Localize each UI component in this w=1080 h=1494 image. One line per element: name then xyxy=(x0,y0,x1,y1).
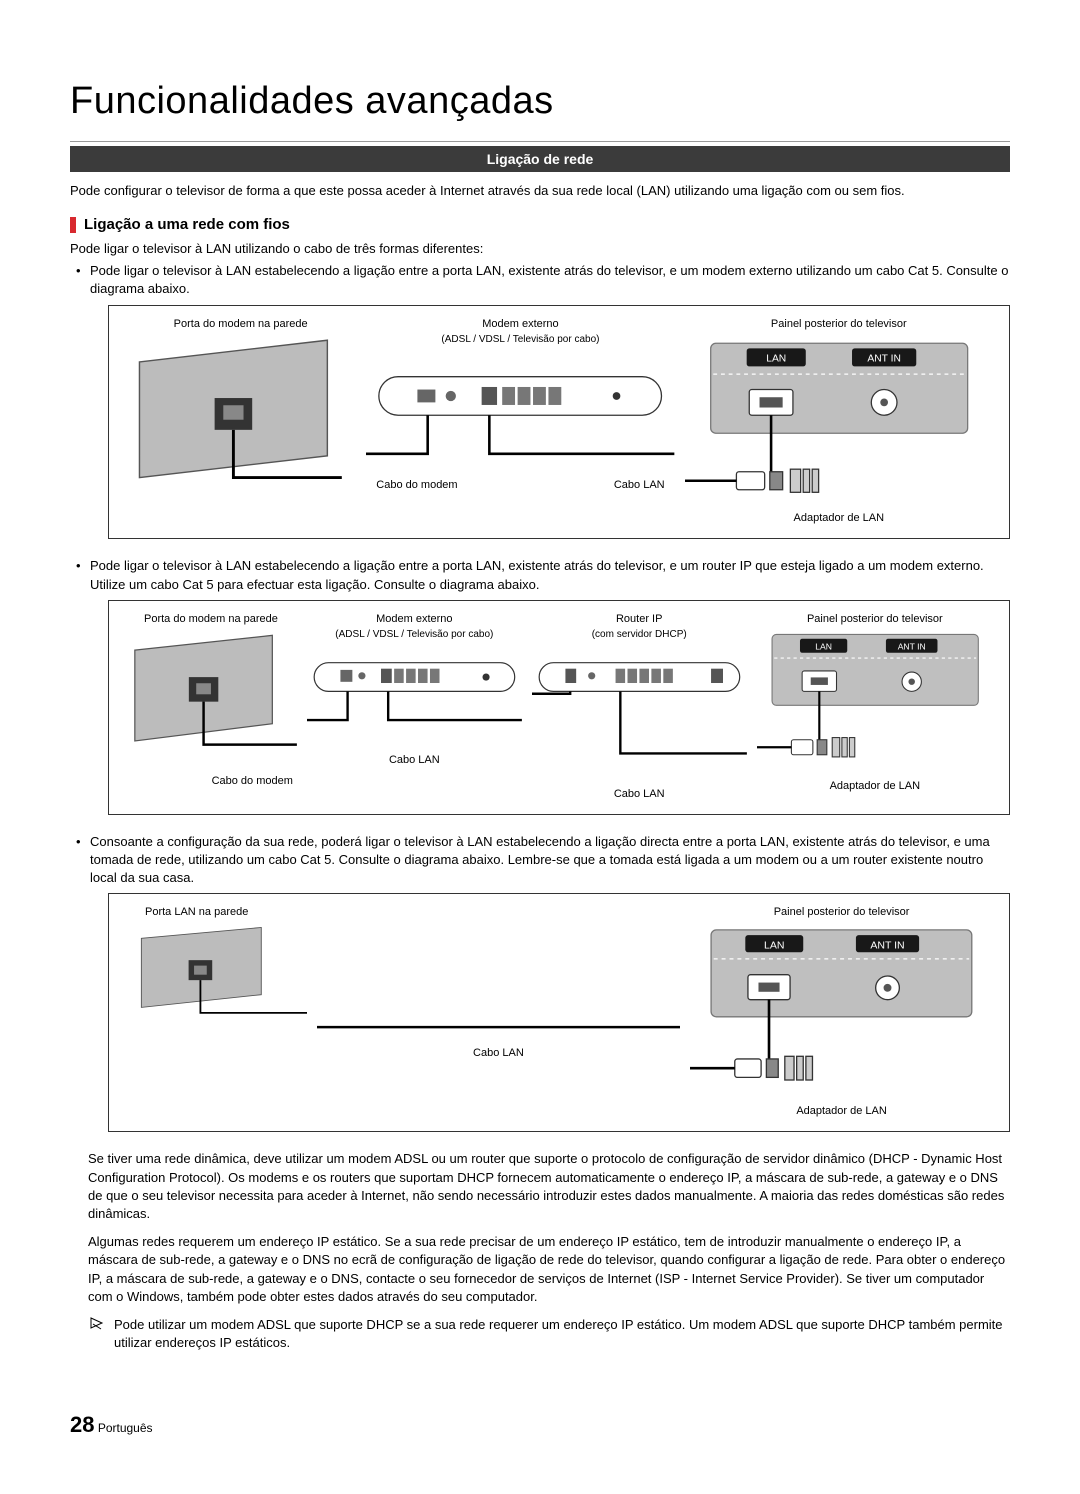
modem-icon xyxy=(307,646,522,742)
wall-port-icon xyxy=(125,922,307,1022)
cable-label: Adaptador de LAN xyxy=(685,511,993,526)
cable-label: Cabo LAN xyxy=(532,787,747,802)
diagram-sublabel: (com servidor DHCP) xyxy=(532,628,747,642)
svg-text:ANT IN: ANT IN xyxy=(897,641,925,651)
cable-label: Cabo do modem xyxy=(376,478,457,493)
footnote-block: Se tiver uma rede dinâmica, deve utiliza… xyxy=(88,1150,1010,1306)
bullet-text: Pode ligar o televisor à LAN estabelecen… xyxy=(90,263,1008,296)
page-footer: 28 Português xyxy=(70,1412,1010,1438)
title-rule xyxy=(70,141,1010,142)
diagram-2: Porta do modem na parede Cabo do modem M… xyxy=(108,600,1010,815)
page-title: Funcionalidades avançadas xyxy=(70,80,1010,123)
diagram-label: Painel posterior do televisor xyxy=(757,613,993,626)
page-number: 28 xyxy=(70,1412,94,1437)
note-row: Pode utilizar um modem ADSL que suporte … xyxy=(88,1316,1010,1352)
diagram-label: Modem externo xyxy=(366,318,674,331)
cable-label: Adaptador de LAN xyxy=(690,1104,993,1119)
bullet-item: Pode ligar o televisor à LAN estabelecen… xyxy=(90,557,1010,815)
wall-port-icon xyxy=(125,333,356,492)
tv-panel-icon: LAN ANT IN xyxy=(685,333,993,500)
red-tick-icon xyxy=(70,217,76,233)
svg-text:LAN: LAN xyxy=(815,641,832,651)
diagram-label: Modem externo xyxy=(307,613,522,626)
modem-icon xyxy=(366,351,674,467)
cable-label: Cabo do modem xyxy=(125,774,297,789)
wall-port-icon xyxy=(125,628,297,763)
diagram-3: Porta LAN na parede Cabo LAN xyxy=(108,893,1010,1132)
section-bar: Ligação de rede xyxy=(70,146,1010,172)
port-label-lan: LAN xyxy=(766,353,786,364)
diagram-label: Porta do modem na parede xyxy=(125,613,297,626)
footnote-paragraph: Se tiver uma rede dinâmica, deve utiliza… xyxy=(88,1150,1010,1223)
svg-text:LAN: LAN xyxy=(764,939,784,951)
note-text: Pode utilizar um modem ADSL que suporte … xyxy=(114,1316,1010,1352)
bullet-text: Consoante a configuração da sua rede, po… xyxy=(90,834,990,885)
intro-text: Pode configurar o televisor de forma a q… xyxy=(70,182,1010,200)
sub-intro: Pode ligar o televisor à LAN utilizando … xyxy=(70,241,1010,256)
cable-label: Cabo LAN xyxy=(317,1046,680,1061)
subsection-heading-text: Ligação a uma rede com fios xyxy=(84,216,290,233)
cable-icon xyxy=(317,906,680,1039)
diagram-label: Painel posterior do televisor xyxy=(690,906,993,919)
diagram-label: Router IP xyxy=(532,613,747,626)
bullet-text: Pode ligar o televisor à LAN estabelecen… xyxy=(90,558,984,591)
diagram-1: Porta do modem na parede Modem externo (… xyxy=(108,305,1010,540)
diagram-label: Painel posterior do televisor xyxy=(685,318,993,331)
bullet-item: Consoante a configuração da sua rede, po… xyxy=(90,833,1010,1133)
subsection-heading: Ligação a uma rede com fios xyxy=(70,216,1010,233)
diagram-sublabel: (ADSL / VDSL / Televisão por cabo) xyxy=(307,628,522,642)
port-label-antin: ANT IN xyxy=(867,353,900,364)
note-icon xyxy=(88,1316,106,1352)
diagram-sublabel: (ADSL / VDSL / Televisão por cabo) xyxy=(366,333,674,347)
footnote-paragraph: Algumas redes requerem um endereço IP es… xyxy=(88,1233,1010,1306)
tv-panel-icon: LAN ANT IN xyxy=(690,922,993,1093)
tv-panel-icon: LAN ANT IN xyxy=(757,628,993,768)
page-lang: Português xyxy=(98,1421,153,1435)
diagram-label: Porta LAN na parede xyxy=(125,906,307,919)
router-icon xyxy=(532,646,747,765)
diagram-label: Porta do modem na parede xyxy=(125,318,356,331)
cable-label: Adaptador de LAN xyxy=(757,779,993,794)
cable-label: Cabo LAN xyxy=(614,478,665,493)
cable-label: Cabo LAN xyxy=(307,753,522,768)
bullet-item: Pode ligar o televisor à LAN estabelecen… xyxy=(90,262,1010,539)
svg-text:ANT IN: ANT IN xyxy=(871,939,905,951)
